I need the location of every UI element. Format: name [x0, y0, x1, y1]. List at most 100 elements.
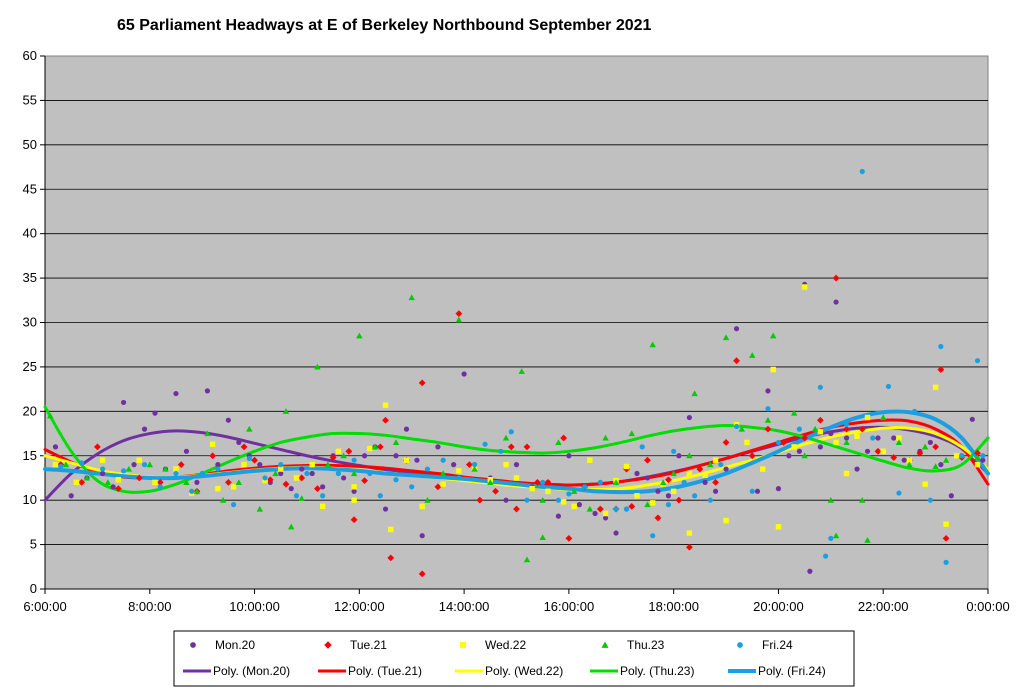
data-point-thu-23 [235, 479, 243, 485]
data-point-mon-20 [110, 484, 116, 490]
data-point-fri-24 [681, 479, 687, 485]
data-point-wed-22 [744, 439, 750, 446]
data-point-mon-20 [194, 479, 200, 485]
data-point-fri-24 [293, 493, 300, 499]
data-point-wed-22 [602, 510, 609, 517]
data-point-tue-21 [843, 425, 850, 433]
data-point-fri-24 [377, 493, 383, 499]
data-point-tue-21 [418, 379, 426, 387]
data-point-mon-20 [765, 388, 771, 394]
legend-label: Tue.21 [350, 638, 387, 652]
data-point-fri-24 [749, 488, 755, 494]
data-point-mon-20 [351, 488, 357, 494]
data-point-thu-23 [864, 536, 871, 543]
data-point-tue-21 [696, 465, 704, 473]
data-point-fri-24 [456, 475, 462, 481]
data-point-mon-20 [644, 475, 651, 481]
data-point-thu-23 [801, 452, 808, 459]
data-point-fri-24 [927, 497, 933, 503]
data-point-mon-20 [414, 457, 420, 463]
data-point-thu-23 [906, 461, 913, 468]
data-point-thu-23 [314, 363, 321, 370]
data-point-thu-23 [555, 439, 562, 445]
data-point-fri-24 [120, 468, 127, 474]
data-point-fri-24 [597, 479, 603, 485]
data-point-thu-23 [738, 425, 745, 432]
data-point-wed-22 [587, 457, 593, 463]
data-point-fri-24 [524, 497, 530, 503]
data-point-tue-21 [733, 357, 740, 365]
data-point-tue-21 [465, 461, 473, 469]
data-point-mon-20 [723, 466, 729, 472]
grid-lines [45, 100, 988, 545]
data-point-mon-20 [576, 502, 582, 508]
data-point-wed-22 [319, 503, 326, 510]
data-point-thu-23 [83, 474, 91, 481]
data-point-tue-21 [507, 443, 515, 451]
data-point-thu-23 [586, 505, 594, 512]
data-point-thu-23 [921, 443, 929, 450]
data-point-thu-23 [895, 439, 903, 445]
data-point-fri-24 [912, 408, 918, 414]
data-point-wed-22 [650, 500, 656, 506]
data-point-wed-22 [906, 457, 913, 463]
data-point-thu-23 [749, 352, 756, 358]
data-point-mon-20 [461, 371, 467, 377]
data-point-mon-20 [613, 530, 619, 536]
data-point-fri-24 [555, 497, 562, 503]
data-point-thu-23 [204, 430, 211, 437]
data-point-fri-24 [471, 462, 478, 468]
y-tick-label: 5 [30, 537, 37, 552]
data-point-fri-24 [100, 466, 106, 472]
data-point-tue-21 [114, 485, 122, 493]
data-point-wed-22 [419, 503, 425, 510]
data-point-thu-23 [612, 479, 620, 485]
data-point-mon-20 [120, 399, 127, 406]
data-point-wed-22 [513, 475, 520, 481]
legend-label: Poly. (Thu.23) [620, 664, 694, 678]
data-point-fri-24 [665, 502, 672, 508]
x-tick-label: 16:00:00 [544, 599, 595, 614]
data-point-fri-24 [189, 488, 195, 494]
data-point-thu-23 [356, 332, 363, 339]
data-point-wed-22 [560, 499, 567, 505]
data-point-thu-23 [350, 470, 358, 477]
data-point-fri-24 [822, 553, 829, 559]
y-tick-label: 10 [23, 492, 37, 507]
data-point-wed-22 [833, 439, 839, 446]
data-point-mon-20 [702, 479, 708, 485]
data-point-thu-23 [256, 505, 263, 512]
data-point-fri-24 [733, 423, 740, 430]
data-point-fri-24 [796, 426, 803, 432]
data-point-fri-24 [623, 506, 630, 512]
data-point-fri-24 [498, 448, 504, 454]
data-point-fri-24 [141, 462, 148, 468]
data-point-fri-24 [482, 441, 488, 447]
data-point-tue-21 [266, 476, 274, 484]
data-point-wed-22 [351, 484, 357, 490]
data-point-mon-20 [309, 470, 315, 477]
data-point-fri-24 [650, 533, 656, 539]
data-point-tue-21 [455, 310, 463, 318]
data-point-thu-23 [408, 294, 415, 301]
data-point-wed-22 [115, 477, 122, 483]
data-point-tue-21 [675, 496, 683, 504]
data-point-mon-20 [817, 444, 823, 450]
data-point-mon-20 [225, 417, 231, 423]
data-point-mon-20 [555, 513, 562, 519]
data-point-tue-21 [240, 443, 248, 451]
data-point-mon-20 [566, 453, 572, 459]
data-point-tue-21 [314, 485, 321, 493]
data-point-tue-21 [177, 461, 185, 469]
data-point-fri-24 [843, 422, 850, 428]
data-point-tue-21 [644, 456, 651, 464]
data-point-wed-22 [634, 493, 640, 499]
data-point-thu-23 [392, 439, 400, 445]
data-point-mon-20 [513, 462, 520, 468]
data-point-mon-20 [320, 484, 326, 490]
data-point-thu-23 [974, 454, 981, 461]
data-point-wed-22 [817, 429, 824, 435]
data-point-wed-22 [801, 284, 808, 290]
data-point-tue-21 [916, 449, 924, 457]
data-point-tue-21 [387, 554, 395, 562]
